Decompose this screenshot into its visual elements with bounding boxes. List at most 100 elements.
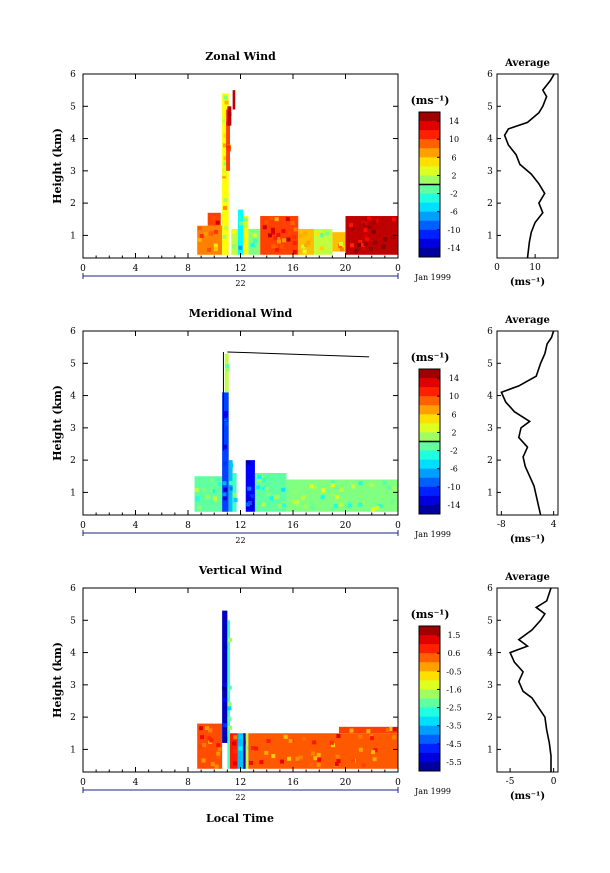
- data-block: [243, 216, 249, 255]
- data-speckle: [210, 486, 215, 491]
- data-speckle: [265, 502, 270, 507]
- data-speckle: [363, 241, 368, 246]
- data-speckle: [385, 728, 390, 733]
- data-speckle: [366, 729, 371, 734]
- data-block: [228, 460, 233, 512]
- data-speckle: [223, 133, 228, 138]
- data-speckle: [259, 760, 264, 765]
- day-label: 22: [235, 536, 245, 545]
- data-speckle: [371, 507, 376, 512]
- average-x-tick-label: 0: [494, 263, 500, 273]
- data-speckle: [194, 487, 199, 492]
- colorbar-tick-label: 10: [449, 392, 459, 401]
- data-speckle: [222, 481, 227, 486]
- colorbar-tick-label: 6: [451, 410, 456, 419]
- data-speckle: [226, 145, 231, 150]
- y-axis-label: Height (km): [51, 128, 64, 204]
- data-speckle: [205, 494, 210, 499]
- data-speckle: [362, 222, 367, 227]
- colorbar-segment: [419, 698, 440, 709]
- data-speckle: [233, 761, 238, 766]
- data-speckle: [309, 501, 314, 506]
- x-axis-label: Local Time: [206, 812, 274, 825]
- data-block: [224, 353, 229, 393]
- data-speckle: [361, 763, 366, 768]
- average-line: [503, 73, 555, 259]
- data-speckle: [250, 746, 255, 751]
- data-speckle: [291, 499, 296, 504]
- data-speckle: [390, 499, 395, 504]
- y-tick-label: 6: [70, 584, 76, 594]
- average-y-tick-label: 2: [487, 456, 493, 466]
- x-tick-label: 16: [287, 778, 299, 788]
- data-speckle: [222, 496, 227, 501]
- data-speckle: [238, 746, 243, 751]
- data-speckle: [215, 220, 220, 225]
- data-speckle: [303, 504, 308, 509]
- data-block: [222, 392, 229, 512]
- x-tick-label: 4: [133, 264, 139, 274]
- data-speckle: [271, 230, 276, 235]
- data-speckle: [247, 496, 252, 501]
- colorbar-tick-label: -2.5: [446, 704, 461, 713]
- date-label: Jan 1999: [414, 273, 451, 282]
- average-y-tick-label: 6: [487, 584, 493, 594]
- data-speckle: [379, 728, 384, 733]
- average-y-tick-label: 6: [487, 327, 493, 337]
- colorbar-segment: [419, 247, 440, 258]
- data-speckle: [365, 237, 370, 242]
- colorbar-tick-label: -10: [448, 483, 461, 492]
- data-block: [245, 460, 255, 512]
- colorbar-tick-label: 10: [449, 135, 459, 144]
- data-speckle: [372, 757, 377, 762]
- data-speckle: [358, 734, 363, 739]
- data-speckle: [348, 219, 353, 224]
- average-y-tick-label: 2: [487, 199, 493, 209]
- data-speckle: [358, 239, 363, 244]
- data-speckle: [292, 240, 297, 245]
- data-speckle: [309, 762, 314, 767]
- colorbar-segment: [419, 211, 440, 222]
- data-speckle: [225, 363, 230, 368]
- colorbar-segment: [419, 477, 440, 488]
- data-speckle: [330, 480, 335, 485]
- average-y-tick-label: 1: [487, 745, 493, 755]
- data-speckle: [226, 147, 231, 152]
- date-label: Jan 1999: [414, 787, 451, 796]
- data-speckle: [325, 244, 330, 249]
- colorbar-unit: (ms⁻¹): [411, 94, 450, 107]
- data-speckle: [228, 725, 233, 730]
- data-speckle: [293, 490, 298, 495]
- colorbar-tick-label: -14: [448, 244, 461, 253]
- colorbar-tick-label: -2: [450, 190, 458, 199]
- data-block: [243, 733, 246, 769]
- data-speckle: [345, 505, 350, 510]
- colorbar-unit: (ms⁻¹): [411, 351, 450, 364]
- y-axis-label: Height (km): [51, 385, 64, 461]
- data-speckle: [201, 743, 206, 748]
- data-speckle: [244, 226, 249, 231]
- data-speckle: [227, 706, 232, 711]
- data-speckle: [243, 217, 248, 222]
- data-speckle: [223, 156, 228, 161]
- y-tick-label: 6: [70, 70, 76, 80]
- data-speckle: [375, 506, 380, 511]
- data-speckle: [391, 235, 396, 240]
- data-speckle: [224, 100, 229, 105]
- data-speckle: [371, 750, 376, 755]
- data-speckle: [317, 491, 322, 496]
- data-speckle: [369, 483, 374, 488]
- contour-line: [227, 351, 370, 358]
- data-speckle: [228, 480, 233, 485]
- data-speckle: [202, 488, 207, 493]
- data-speckle: [222, 632, 227, 637]
- data-speckle: [312, 740, 317, 745]
- data-speckle: [371, 229, 376, 234]
- data-speckle: [217, 482, 222, 487]
- colorbar-tick-label: -5.5: [446, 758, 461, 767]
- average-x-label: (ms⁻¹): [510, 534, 545, 545]
- average-y-tick-label: 4: [487, 649, 493, 659]
- data-speckle: [274, 245, 279, 250]
- data-speckle: [311, 751, 316, 756]
